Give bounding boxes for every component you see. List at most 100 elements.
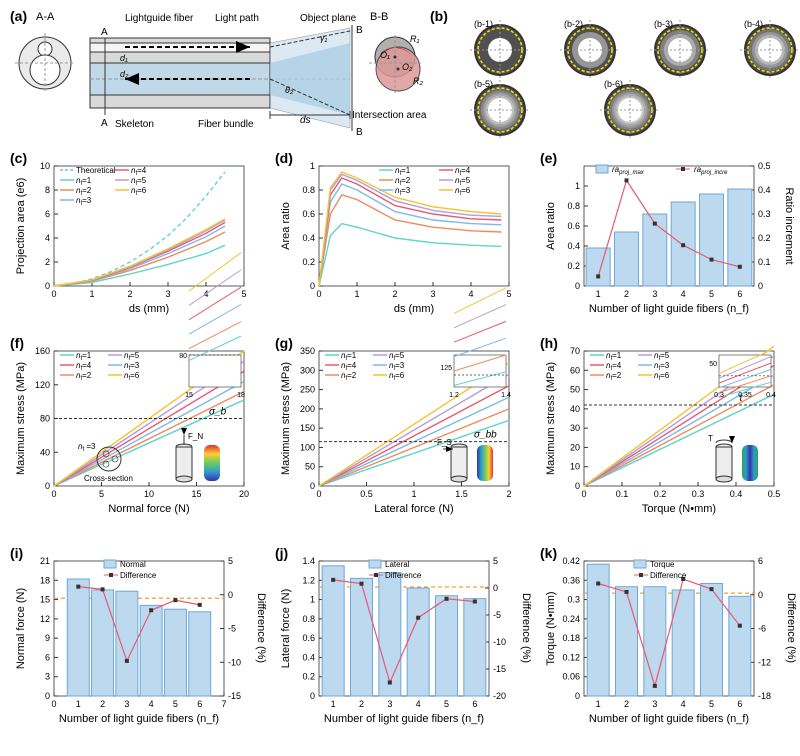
svg-text:d₂: d₂	[120, 69, 129, 79]
svg-text:21: 21	[40, 556, 50, 566]
svg-text:4: 4	[681, 699, 686, 709]
svg-text:160: 160	[35, 346, 50, 356]
svg-text:(b-6): (b-6)	[604, 79, 623, 89]
svg-text:0.2: 0.2	[567, 261, 580, 271]
svg-text:5: 5	[506, 289, 511, 299]
svg-text:Maximum stress (MPa): Maximum stress (MPa)	[545, 362, 557, 475]
chart-j: 12345600.20.40.60.811.21.4Number of ligh…	[275, 545, 530, 735]
label-f: (f)	[10, 335, 24, 351]
svg-text:3: 3	[45, 672, 50, 682]
svg-text:6: 6	[737, 289, 742, 299]
svg-text:6: 6	[472, 699, 477, 709]
label-e: (e)	[540, 150, 557, 166]
svg-text:0.3: 0.3	[714, 392, 724, 399]
svg-text:Difference (%): Difference (%)	[785, 593, 797, 663]
svg-text:7: 7	[221, 699, 226, 709]
svg-text:σ_bb: σ_bb	[474, 430, 497, 441]
svg-text:0.8: 0.8	[567, 201, 580, 211]
svg-text:Normal force (N): Normal force (N)	[108, 503, 189, 515]
svg-text:B: B	[356, 127, 363, 138]
svg-text:6: 6	[758, 556, 763, 566]
chart-g: 00.511.52050100150200250300350Lateral fo…	[275, 335, 530, 520]
svg-text:0.4: 0.4	[302, 652, 315, 662]
svg-text:0.1: 0.1	[616, 489, 629, 499]
svg-text:ds (mm): ds (mm)	[394, 303, 434, 315]
svg-text:0: 0	[310, 281, 315, 291]
svg-text:2: 2	[506, 489, 511, 499]
panel-c: (c) 0123450246810ds (mm)Projection area …	[10, 150, 265, 320]
panel-h: (h) 00.10.20.30.40.5010203040506070Torqu…	[540, 335, 795, 520]
svg-text:R₂: R₂	[413, 76, 423, 86]
svg-text:6: 6	[45, 652, 50, 662]
label-i: (i)	[10, 545, 23, 561]
svg-text:1.4: 1.4	[302, 556, 315, 566]
svg-text:0: 0	[51, 699, 56, 709]
svg-text:0.06: 0.06	[562, 672, 580, 682]
svg-text:0: 0	[228, 590, 233, 600]
svg-text:(b-2): (b-2)	[564, 19, 583, 29]
svg-text:2: 2	[392, 289, 397, 299]
svg-text:d₁: d₁	[120, 53, 128, 63]
svg-text:-12: -12	[758, 657, 771, 667]
svg-text:1: 1	[89, 289, 94, 299]
svg-text:9: 9	[45, 633, 50, 643]
svg-text:50: 50	[570, 385, 580, 395]
svg-text:100: 100	[300, 442, 315, 452]
svg-text:4: 4	[45, 233, 50, 243]
svg-text:0: 0	[581, 489, 586, 499]
svg-text:0.18: 0.18	[562, 633, 580, 643]
svg-text:-10: -10	[493, 637, 506, 647]
svg-text:θ₂: θ₂	[285, 85, 294, 95]
svg-text:-20: -20	[493, 691, 506, 701]
svg-text:0: 0	[758, 281, 763, 291]
panel-a: (a) A-A Lightguide fiber Light	[10, 8, 420, 138]
svg-text:4: 4	[416, 699, 421, 709]
svg-text:3: 3	[430, 289, 435, 299]
svg-text:Number of light guide fibers (: Number of light guide fibers (n_f)	[324, 713, 484, 725]
svg-text:1: 1	[596, 699, 601, 709]
svg-text:0.36: 0.36	[562, 575, 580, 585]
svg-text:-15: -15	[228, 691, 241, 701]
svg-text:0: 0	[51, 489, 56, 499]
svg-text:5: 5	[241, 289, 246, 299]
chart-c: 0123450246810ds (mm)Projection area (e6)…	[10, 150, 265, 320]
svg-text:Torque (N•mm): Torque (N•mm)	[545, 591, 557, 665]
panel-b: (b) (b-1)(b-2)(b-3)(b-4)(b-5)(b-6)	[430, 8, 790, 138]
panel-e: (e) 12345600.20.40.60.81Number of light …	[540, 150, 795, 320]
svg-text:0: 0	[316, 289, 321, 299]
svg-text:nf=6: nf=6	[124, 371, 140, 382]
svg-text:Lightguide fiber: Lightguide fiber	[125, 13, 194, 24]
svg-text:1.2: 1.2	[302, 575, 315, 585]
svg-text:5: 5	[493, 556, 498, 566]
svg-text:γ₁: γ₁	[320, 33, 328, 43]
svg-text:150: 150	[300, 423, 315, 433]
svg-text:Normal force (N): Normal force (N)	[15, 588, 27, 669]
svg-text:350: 350	[300, 346, 315, 356]
svg-text:A: A	[101, 27, 108, 38]
svg-text:300: 300	[300, 365, 315, 375]
label-h: (h)	[540, 335, 558, 351]
svg-text:O₂: O₂	[402, 62, 413, 72]
svg-text:1.2: 1.2	[449, 392, 459, 399]
svg-text:nf=6: nf=6	[455, 186, 471, 197]
panel-j: (j) 12345600.20.40.60.811.21.4Number of …	[275, 545, 530, 735]
svg-text:1: 1	[354, 289, 359, 299]
svg-text:2: 2	[100, 699, 105, 709]
svg-text:Maximum stress (MPa): Maximum stress (MPa)	[15, 362, 27, 475]
label-j: (j)	[275, 545, 288, 561]
svg-text:2: 2	[624, 289, 629, 299]
chart-k: 12345600.060.120.180.240.30.360.42Number…	[540, 545, 795, 735]
svg-text:Number of light guide fibers (: Number of light guide fibers (n_f)	[589, 713, 749, 725]
svg-text:5: 5	[709, 699, 714, 709]
svg-text:1: 1	[596, 289, 601, 299]
svg-text:nf =3: nf =3	[78, 442, 96, 453]
svg-text:nf=2: nf=2	[76, 371, 92, 382]
svg-text:-15: -15	[493, 664, 506, 674]
label-g: (g)	[275, 335, 293, 351]
svg-text:0.24: 0.24	[562, 614, 580, 624]
svg-text:Torque: Torque	[650, 560, 675, 569]
svg-text:0: 0	[310, 481, 315, 491]
svg-text:Cross-section: Cross-section	[84, 474, 133, 483]
svg-text:5: 5	[173, 699, 178, 709]
svg-text:60: 60	[570, 365, 580, 375]
